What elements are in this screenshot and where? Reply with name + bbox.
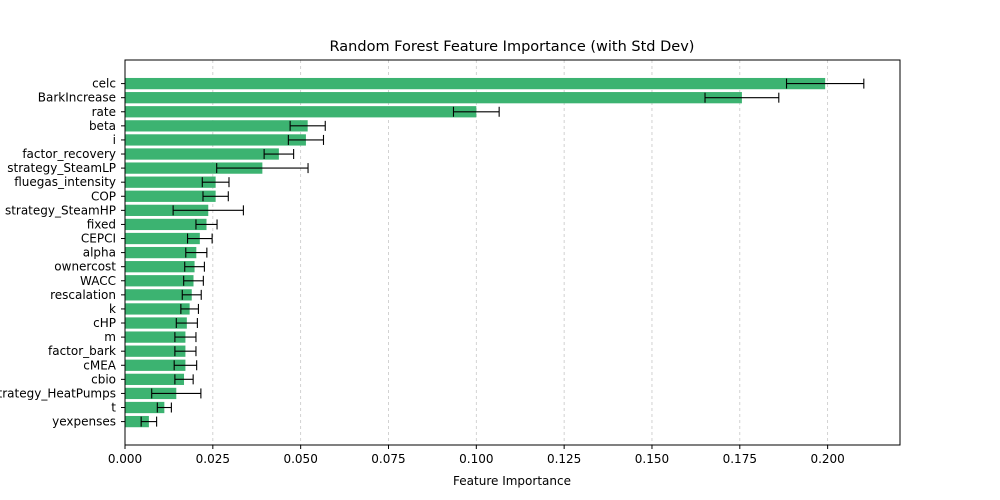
y-tick-label: ownercost — [54, 260, 116, 274]
y-tick-label: BarkIncrease — [38, 91, 116, 105]
plot-frame — [124, 59, 901, 446]
x-tick-label: 0.150 — [635, 452, 669, 466]
y-tick-label: WACC — [80, 274, 116, 288]
y-tick-label: celc — [92, 77, 116, 91]
x-axis: 0.000 0.025 0.050 0.075 0.100 0.125 0.150 0.175… — [108, 445, 845, 466]
chart-title: Random Forest Feature Importance (with S… — [330, 39, 695, 55]
bar — [125, 162, 263, 174]
y-tick-label: factor_recovery — [22, 147, 116, 161]
y-tick-label: CEPCI — [81, 232, 116, 246]
bar — [125, 148, 279, 160]
y-tick-label: fixed — [87, 217, 116, 231]
bar — [125, 232, 200, 245]
y-tick-label: cMEA — [83, 358, 117, 372]
y-tick-label: rate — [92, 105, 116, 119]
x-tick-label: 0.125 — [547, 452, 581, 466]
y-tick-label: alpha — [83, 246, 116, 260]
bar — [125, 261, 195, 273]
bar — [125, 401, 165, 414]
bar — [125, 289, 192, 301]
x-tick-label: 0.075 — [371, 452, 405, 466]
bar — [125, 106, 477, 118]
bar — [125, 77, 826, 90]
y-tick-label: COP — [91, 189, 116, 203]
bar — [125, 246, 197, 259]
bar — [125, 134, 306, 146]
y-tick-label: beta — [89, 119, 116, 133]
bar — [125, 120, 308, 132]
y-tick-label: factor_bark — [48, 344, 116, 358]
bar — [125, 275, 194, 287]
y-tick-label: rescalation — [50, 288, 116, 302]
y-tick-label: yexpenses — [52, 415, 116, 429]
bar — [125, 331, 186, 343]
x-tick-label: 0.175 — [723, 452, 757, 466]
y-axis: celcBarkIncreaseratebetaifactor_recovery… — [0, 77, 125, 429]
error-bars — [140, 78, 865, 427]
y-tick-label: i — [113, 133, 116, 147]
y-tick-label: k — [109, 302, 116, 316]
bar — [125, 176, 216, 188]
x-tick-label: 0.000 — [108, 452, 142, 466]
bar — [125, 204, 209, 216]
bar — [125, 373, 185, 385]
x-tick-label: 0.200 — [810, 452, 844, 466]
y-tick-label: strategy_SteamLP — [7, 161, 116, 175]
bar — [125, 345, 186, 357]
x-tick-label: 0.050 — [283, 452, 317, 466]
bar — [125, 218, 207, 231]
y-tick-label: fluegas_intensity — [14, 175, 116, 189]
y-tick-label: strategy_HeatPumps — [0, 386, 116, 400]
bar — [125, 317, 187, 329]
y-tick-label: strategy_SteamHP — [5, 203, 116, 217]
bar — [125, 359, 186, 371]
y-tick-label: m — [104, 330, 116, 344]
bars — [125, 77, 826, 428]
grid-lines — [124, 60, 829, 445]
bar — [125, 303, 190, 315]
bar — [125, 92, 742, 104]
y-tick-label: cbio — [91, 372, 116, 386]
y-tick-label: t — [111, 401, 116, 415]
y-tick-label: cHP — [93, 316, 116, 330]
x-axis-label: Feature Importance — [453, 474, 571, 488]
bar — [125, 387, 177, 400]
x-tick-label: 0.025 — [196, 452, 230, 466]
bar — [125, 415, 149, 428]
x-tick-label: 0.100 — [459, 452, 493, 466]
bar — [125, 190, 216, 202]
